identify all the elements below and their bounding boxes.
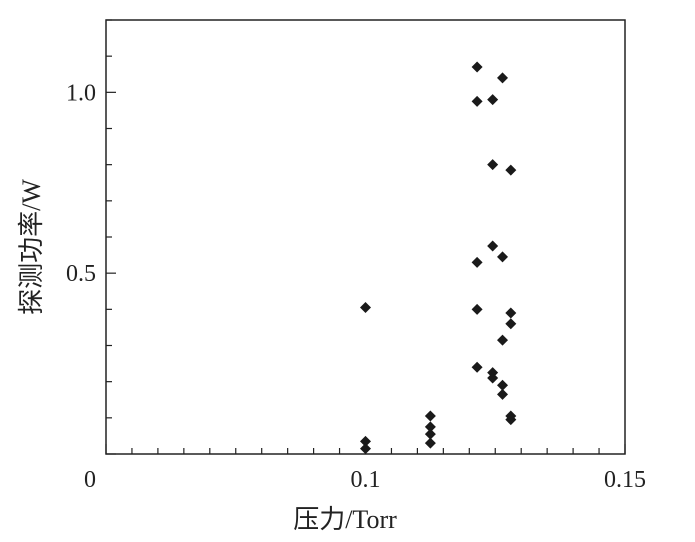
data-point	[360, 302, 371, 314]
data-points	[360, 61, 517, 455]
x-axis-title: 压力/Torr	[293, 505, 397, 534]
data-point	[487, 159, 499, 171]
data-point	[505, 318, 517, 330]
data-point	[487, 240, 499, 252]
data-point	[424, 410, 436, 422]
plot-frame	[105, 19, 626, 455]
data-point	[497, 388, 509, 400]
data-point	[497, 379, 509, 391]
x-tick-label: 0.1	[351, 467, 381, 493]
y-axis-tick-labels: 0.5 1.0	[66, 80, 96, 287]
data-point	[497, 72, 509, 84]
data-point	[471, 303, 483, 315]
data-point	[424, 437, 436, 449]
x-tick-label: 0.15	[604, 467, 646, 493]
y-axis-title: 探测功率/W	[17, 179, 46, 315]
y-axis-ticks	[106, 19, 116, 455]
y-tick-label: 0.5	[66, 261, 96, 287]
data-point	[505, 164, 517, 176]
x-axis-tick-labels: 0 0.1 0.15	[84, 467, 646, 493]
data-point	[505, 414, 517, 426]
data-point	[497, 251, 509, 263]
data-point	[424, 421, 436, 433]
data-point	[471, 61, 483, 73]
data-point	[471, 256, 483, 268]
data-point	[497, 334, 509, 346]
data-point	[360, 443, 371, 455]
data-point	[471, 361, 483, 373]
data-point	[487, 94, 499, 106]
data-point	[424, 428, 436, 440]
x-tick-label: 0	[84, 467, 96, 493]
y-tick-label: 1.0	[66, 80, 96, 106]
data-point	[360, 435, 371, 447]
data-point	[505, 307, 517, 319]
data-point	[471, 95, 483, 107]
data-point	[487, 372, 499, 384]
